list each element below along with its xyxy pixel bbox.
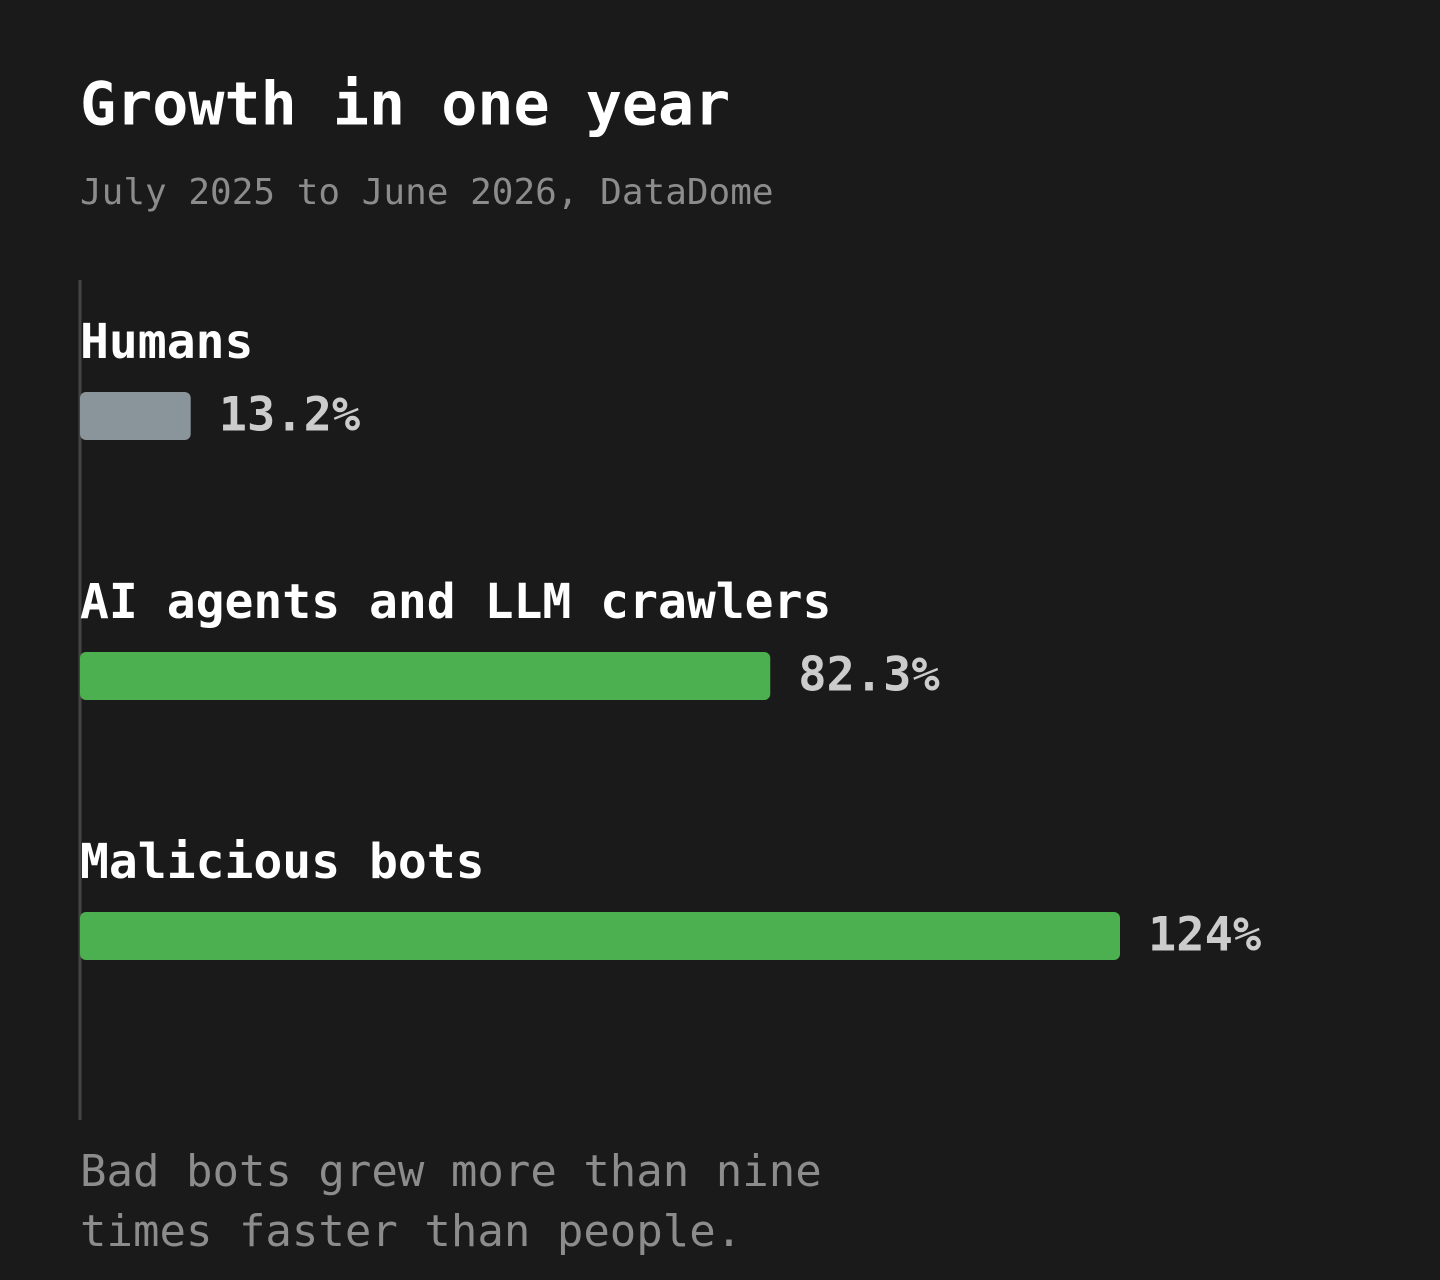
bar <box>80 912 1120 960</box>
value-label: 13.2% <box>219 388 360 443</box>
annotation: Bad bots grew more than nine times faste… <box>80 1146 822 1257</box>
category-label: AI agents and LLM crawlers <box>80 574 831 630</box>
category-label: Humans <box>80 314 253 370</box>
bar <box>80 652 771 700</box>
bar <box>80 392 191 440</box>
chart-title: Growth in one year <box>80 70 730 140</box>
category-label: Malicious bots <box>80 834 485 890</box>
value-label: 82.3% <box>798 648 939 703</box>
value-label: 124% <box>1148 908 1261 963</box>
chart-subtitle: July 2025 to June 2026, DataDome <box>80 172 774 213</box>
